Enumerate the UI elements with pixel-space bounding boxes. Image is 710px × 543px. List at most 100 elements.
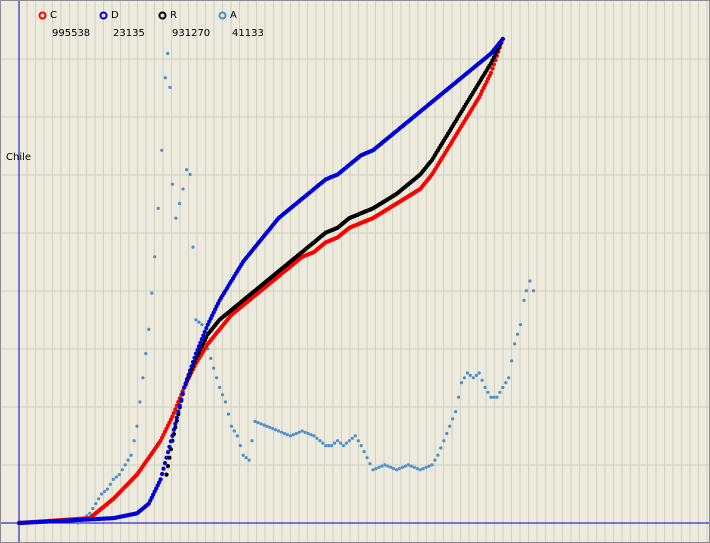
data-point <box>339 441 343 445</box>
data-point <box>400 465 405 469</box>
data-point <box>171 427 176 432</box>
data-point <box>215 376 219 380</box>
data-point <box>247 458 251 462</box>
legend-marker-d <box>99 11 108 20</box>
data-point <box>174 216 178 220</box>
data-point <box>312 434 316 438</box>
data-point <box>135 424 139 428</box>
data-point <box>177 403 182 408</box>
data-point <box>238 444 242 448</box>
data-point <box>528 279 532 283</box>
data-point <box>268 425 272 429</box>
data-point <box>344 441 348 445</box>
data-point <box>490 66 495 71</box>
data-point <box>333 441 337 445</box>
data-point <box>368 462 372 466</box>
data-point <box>365 456 369 460</box>
data-point <box>474 373 478 377</box>
data-point <box>156 206 160 210</box>
data-point <box>462 376 466 380</box>
data-point <box>162 461 168 466</box>
data-point <box>415 467 419 471</box>
data-point <box>395 468 399 472</box>
legend-value-d: 23135 <box>113 28 145 39</box>
data-point <box>171 410 176 415</box>
data-point <box>180 391 185 396</box>
data-point <box>489 395 493 399</box>
data-point <box>280 430 284 434</box>
data-point <box>265 424 269 428</box>
data-point <box>483 385 487 390</box>
data-point <box>126 458 130 462</box>
data-point <box>262 423 266 427</box>
data-point <box>518 323 523 327</box>
data-point <box>412 465 416 469</box>
data-point <box>468 373 472 377</box>
data-point <box>531 289 536 293</box>
data-point <box>507 376 511 380</box>
data-point <box>192 355 197 360</box>
data-point <box>168 439 173 444</box>
data-point <box>500 36 505 42</box>
data-point <box>271 427 275 431</box>
data-point <box>504 381 508 385</box>
data-point <box>105 487 110 491</box>
data-point <box>197 320 201 324</box>
legend-name-d: D <box>111 10 119 21</box>
data-point <box>492 395 496 399</box>
data-point <box>123 463 127 467</box>
data-point <box>383 463 387 467</box>
data-point <box>306 431 310 436</box>
data-point <box>235 434 239 438</box>
data-point <box>300 429 304 433</box>
data-point <box>433 458 437 462</box>
legend-marker-c <box>38 11 47 20</box>
data-point <box>380 464 384 468</box>
data-point <box>309 433 313 437</box>
legend-value-r: 931270 <box>172 28 211 39</box>
data-point <box>220 393 225 397</box>
data-point <box>371 468 375 472</box>
series-c <box>16 36 505 526</box>
data-point <box>409 464 413 468</box>
data-point <box>200 323 204 327</box>
data-point <box>108 482 112 486</box>
data-point <box>318 439 322 443</box>
data-point <box>141 376 145 380</box>
data-point <box>274 428 278 432</box>
data-point <box>168 85 172 89</box>
data-point <box>341 444 346 448</box>
data-point <box>356 439 360 443</box>
data-point <box>183 381 188 386</box>
data-point <box>282 431 287 436</box>
data-point <box>165 464 171 469</box>
data-point <box>448 424 452 428</box>
data-point <box>229 424 233 428</box>
data-point <box>144 352 148 356</box>
data-point <box>515 332 520 336</box>
data-point <box>132 439 136 443</box>
data-point <box>164 472 169 477</box>
data-point <box>160 148 164 152</box>
data-point <box>256 421 260 425</box>
data-point <box>120 468 124 472</box>
data-point <box>188 172 192 177</box>
legend-name-c: C <box>50 10 57 21</box>
data-point <box>196 344 201 349</box>
data-point <box>173 407 178 412</box>
data-point <box>350 436 354 440</box>
data-point <box>147 327 151 331</box>
series-d <box>16 36 505 526</box>
data-point <box>465 371 469 375</box>
data-point <box>513 342 517 346</box>
data-point <box>297 430 301 434</box>
data-point <box>138 400 142 404</box>
data-point <box>327 444 331 448</box>
legend-marker-r <box>158 11 167 20</box>
data-point <box>436 453 440 457</box>
data-point <box>330 444 334 448</box>
data-point <box>374 467 378 471</box>
data-point <box>524 289 529 293</box>
